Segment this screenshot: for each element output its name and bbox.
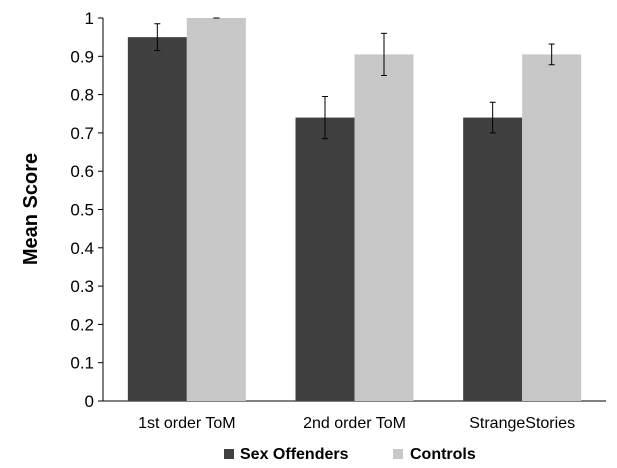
y-ticks: 0 0.1 0.2 0.3 0.4 0.5 0.6 0.7 0.8 0.9 1 — [70, 9, 103, 411]
y-tick-label: 1 — [85, 9, 94, 28]
y-axis-label: Mean Score — [20, 153, 42, 265]
bar-sex-offenders — [295, 117, 355, 401]
bars — [127, 18, 582, 402]
bar-controls — [186, 18, 246, 401]
y-tick-label: 0.3 — [70, 277, 94, 296]
error-bars — [154, 17, 555, 140]
y-tick-label: 0.8 — [70, 86, 94, 105]
x-tick-label: 1st order ToM — [138, 415, 236, 432]
x-tick-label: 2nd order ToM — [303, 415, 406, 432]
category-labels: 1st order ToM 2nd order ToM StrangeStories — [138, 415, 575, 432]
legend: Sex Offenders Controls — [224, 446, 476, 463]
y-tick-label: 0.6 — [70, 162, 94, 181]
y-tick-label: 0.2 — [70, 315, 94, 334]
y-tick-label: 0.4 — [70, 239, 94, 258]
legend-swatch — [224, 449, 234, 459]
bar-sex-offenders — [463, 117, 523, 401]
legend-label: Controls — [410, 446, 476, 463]
x-tick-label: StrangeStories — [469, 415, 575, 432]
legend-swatch — [393, 449, 403, 459]
y-tick-label: 0.9 — [70, 47, 94, 66]
y-tick-label: 0.7 — [70, 124, 94, 143]
legend-label: Sex Offenders — [240, 446, 349, 463]
y-tick-label: 0.1 — [70, 354, 94, 373]
y-tick-label: 0.5 — [70, 201, 94, 220]
bar-controls — [522, 54, 582, 401]
bar-sex-offenders — [127, 37, 187, 402]
bar-controls — [354, 54, 414, 401]
y-tick-label: 0 — [85, 392, 94, 411]
